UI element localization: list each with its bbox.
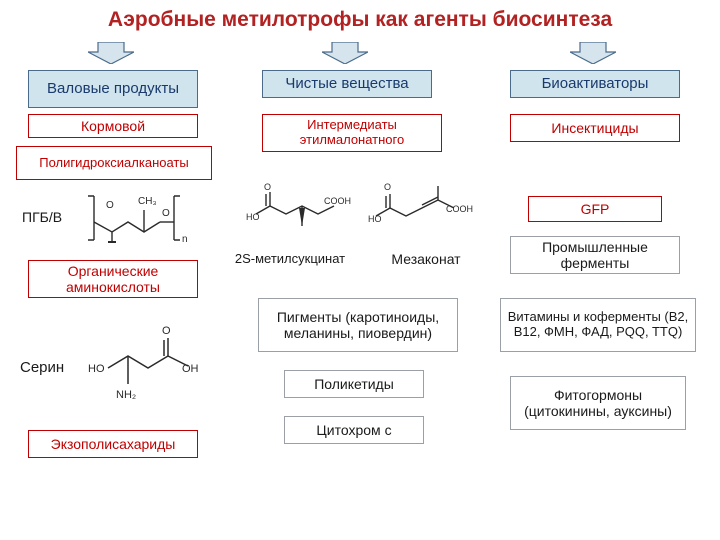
svg-text:O: O <box>264 182 271 192</box>
label-methylsuc: 2S-метилсукцинат <box>232 252 348 266</box>
box-cytochrome: Цитохром c <box>284 416 424 444</box>
box-polyketides: Поликетиды <box>284 370 424 398</box>
svg-text:O: O <box>162 208 170 219</box>
struct-serine: HO NH₂ O OH <box>84 318 204 406</box>
svg-text:O: O <box>106 200 114 211</box>
header-left: Валовые продукты <box>28 70 198 108</box>
svg-text:HO: HO <box>88 363 105 375</box>
box-insecticides: Инсектициды <box>510 114 680 142</box>
svg-text:O: O <box>162 325 171 337</box>
box-vitamins: Витамины и коферменты (В2, B12, ФМН, ФАД… <box>500 298 696 352</box>
arrow-center <box>322 42 368 64</box>
arrow-left <box>88 42 134 64</box>
header-right: Биоактиваторы <box>510 70 680 98</box>
svg-text:CH₃: CH₃ <box>138 196 157 207</box>
box-pha: Полигидроксиалканоаты <box>16 146 212 180</box>
svg-text:COOH: COOH <box>446 204 473 214</box>
struct-mesaconate: O HO COOH <box>368 178 478 244</box>
label-pgb: ПГБ/В <box>22 210 70 225</box>
svg-text:NH₂: NH₂ <box>116 389 136 401</box>
svg-text:HO: HO <box>246 212 260 222</box>
svg-text:COOH: COOH <box>324 196 351 206</box>
box-exopoly: Экзополисахариды <box>28 430 198 458</box>
svg-text:O: O <box>384 182 391 192</box>
label-serin: Серин <box>20 360 64 377</box>
box-phytohormones: Фитогормоны (цитокинины, ауксины) <box>510 376 686 430</box>
header-center: Чистые вещества <box>262 70 432 98</box>
arrow-right <box>570 42 616 64</box>
box-gfp: GFP <box>528 196 662 222</box>
svg-text:HO: HO <box>368 214 382 224</box>
svg-text:n: n <box>182 234 188 245</box>
box-intermed: Интермедиаты этилмалонатного <box>262 114 442 152</box>
box-kormovoy: Кормовой <box>28 114 198 138</box>
box-pigments: Пигменты (каротиноиды, меланины, пиоверд… <box>258 298 458 352</box>
struct-pha: O CH₃ O n <box>78 188 198 252</box>
struct-methylsuccinate: O HO COOH <box>246 178 356 244</box>
box-enzymes: Промышленные ферменты <box>510 236 680 274</box>
label-mesaconate: Мезаконат <box>376 252 476 267</box>
page-title: Аэробные метилотрофы как агенты биосинте… <box>0 8 720 32</box>
svg-text:OH: OH <box>182 363 199 375</box>
box-organic-aa: Органические аминокислоты <box>28 260 198 298</box>
